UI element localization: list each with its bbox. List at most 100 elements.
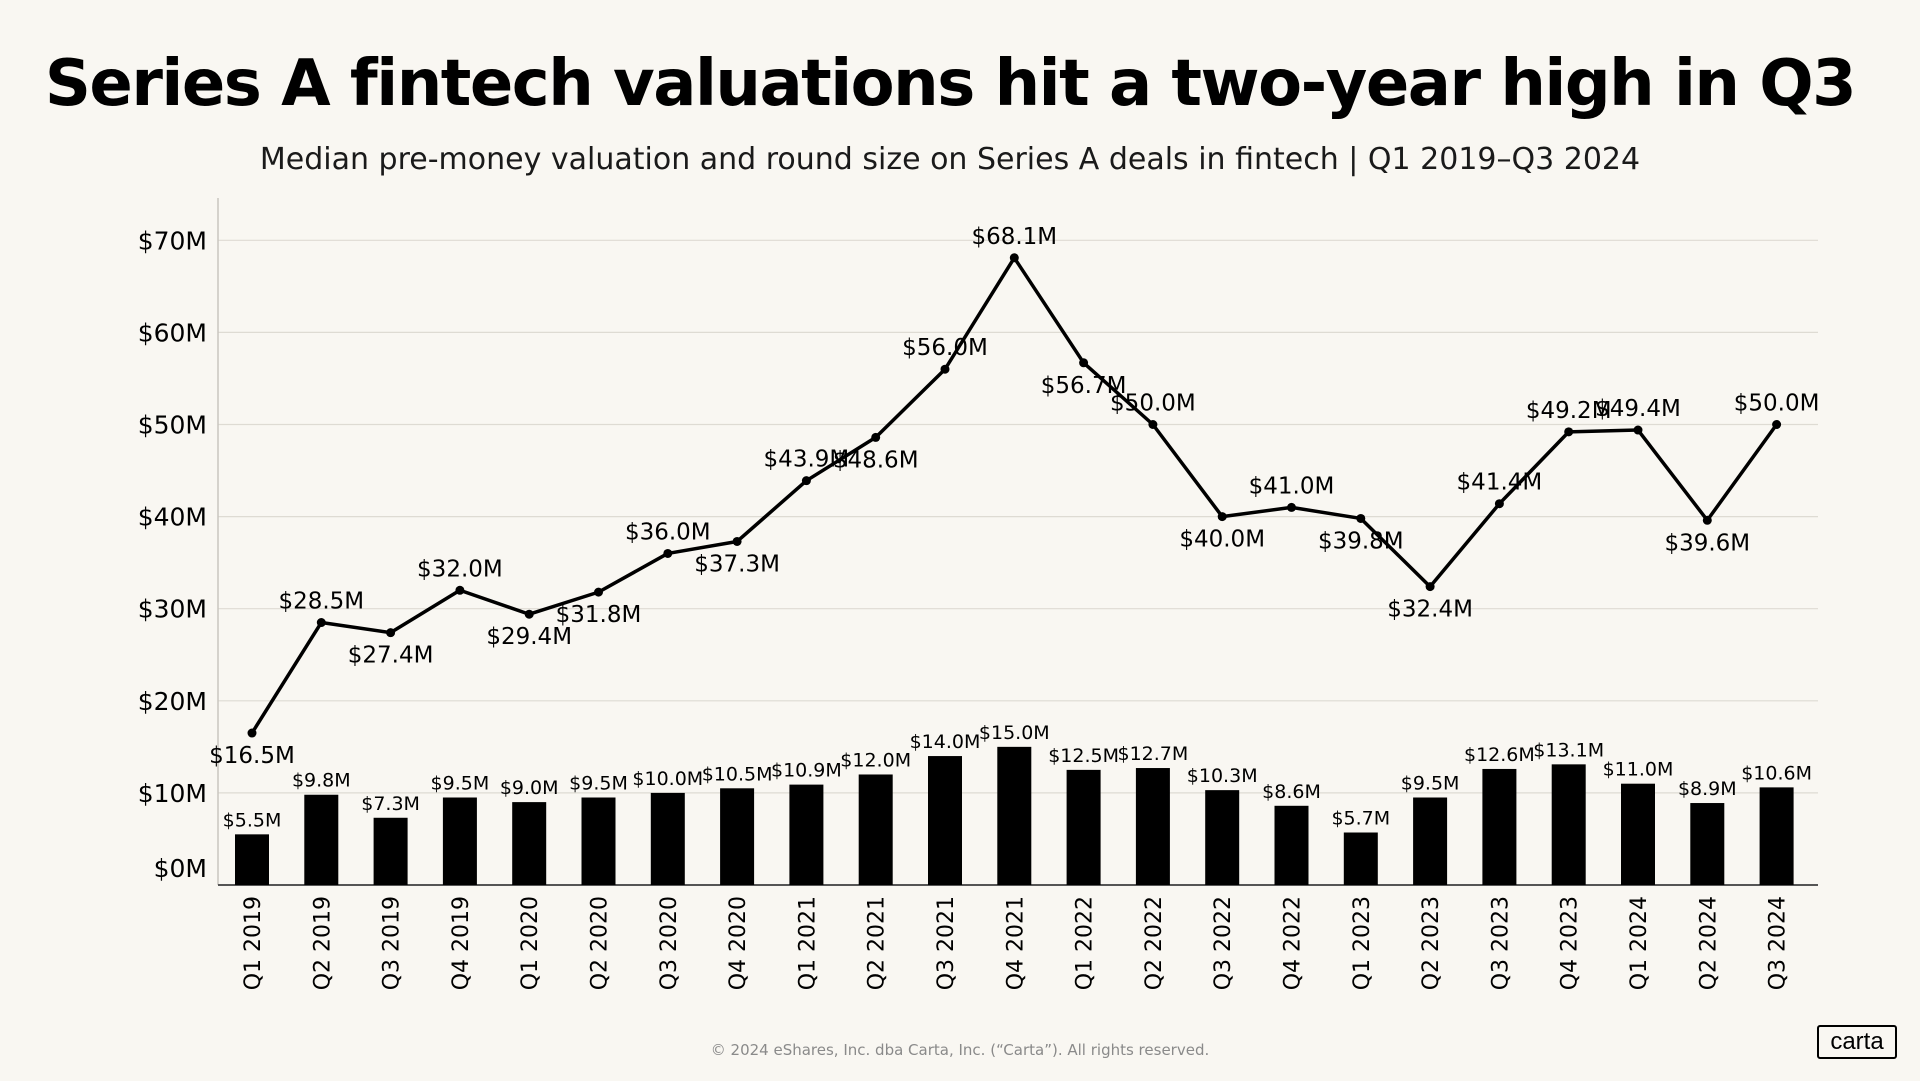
bar-value-label: $10.3M [1187,765,1258,787]
round-size-bar [581,797,616,885]
x-tick-label: Q1 2024 [1627,896,1652,990]
y-tick-label: $70M [138,226,207,255]
valuation-point [1633,425,1643,435]
valuation-point [386,628,396,638]
y-tick-label: $30M [138,595,207,624]
valuation-point [455,585,465,595]
round-size-bar [1274,805,1309,885]
data-labels: $5.5M$9.8M$7.3M$9.5M $9.0M $9.5M $10.0M$10.… [209,224,1819,832]
round-size-bars [235,746,1794,885]
round-size-bar [1621,783,1655,885]
bar-value-label: $12.5M [1048,745,1119,767]
x-tick-label: Q1 2023 [1350,896,1375,990]
round-size-bar [858,774,893,885]
bar-value-label: $9.5M [569,773,628,795]
round-size-bar [928,756,962,885]
valuation-point [1772,420,1782,429]
x-tick-label: Q2 2023 [1419,896,1444,990]
bar-value-label: $12.6M [1464,744,1535,766]
valuation-point [871,432,881,442]
valuation-value-label: $40.0M [1179,527,1265,553]
round-size-bar [1135,768,1170,885]
x-tick-label: Q4 2023 [1558,896,1583,990]
x-tick-label: Q4 2022 [1281,896,1306,990]
x-tick-label: Q2 2021 [865,896,890,990]
x-tick-label: Q3 2020 [657,896,682,990]
x-tick-label: Q3 2021 [934,896,959,990]
round-size-bar [789,784,824,885]
valuation-value-label: $41.4M [1457,470,1543,496]
x-tick-label: Q2 2020 [588,896,613,990]
bar-value-label: $11.0M [1603,759,1674,781]
chart-canvas: $0M $10M $20M $30M $40M $50M $60M $70M Q1 2019 Q2… [138,198,1819,990]
bar-value-label: $10.9M [771,760,842,782]
bar-value-label: $13.1M [1533,739,1604,761]
bar-value-label: $10.6M [1741,762,1812,784]
valuation-value-label: $29.4M [486,624,572,650]
x-tick-label: Q2 2019 [310,896,335,990]
round-size-bar [235,834,269,885]
valuation-point [316,618,326,628]
valuation-value-label: $50.0M [1110,391,1196,417]
chart-subtitle: Median pre-money valuation and round siz… [259,142,1641,177]
valuation-point [1564,427,1574,437]
y-tick-label: $40M [138,503,207,532]
round-size-bar [1759,787,1794,885]
round-size-bar [650,792,685,885]
valuation-value-label: $41.0M [1249,473,1335,499]
bar-value-label: $15.0M [979,722,1050,744]
x-tick-label: Q1 2019 [241,896,266,990]
bar-value-label: $8.9M [1678,778,1737,800]
valuation-value-label: $39.6M [1664,530,1750,556]
bar-value-label: $8.6M [1262,781,1321,803]
round-size-bar [997,746,1032,885]
valuation-value-label: $37.3M [694,551,780,577]
x-tick-label: Q2 2022 [1142,896,1167,990]
valuation-point [1425,582,1435,592]
bar-value-label: $9.8M [292,770,351,792]
valuation-value-label: $68.1M [971,224,1057,250]
valuation-value-label: $39.8M [1318,528,1404,554]
x-tick-label: Q2 2024 [1696,896,1721,990]
x-tick-label: Q4 2019 [449,896,474,990]
bar-value-label: $9.5M [1401,773,1460,795]
valuation-point [732,536,742,546]
valuation-value-label: $16.5M [209,743,295,769]
valuation-value-label: $56.0M [902,335,988,361]
round-size-bar [1551,764,1586,885]
round-size-bar [304,794,339,885]
carta-logo: carta [1817,1025,1897,1059]
copyright-footer: © 2024 eShares, Inc. dba Carta, Inc. (“C… [710,1041,1210,1059]
bar-value-label: $14.0M [910,731,981,753]
round-size-bar [1205,790,1240,885]
y-tick-label: $50M [138,411,207,440]
y-tick-label: $60M [138,318,207,347]
valuation-value-label: $31.8M [556,602,642,628]
x-tick-label: Q3 2019 [380,896,405,990]
valuation-value-label: $32.4M [1387,597,1473,623]
x-tick-label: Q3 2022 [1211,896,1236,990]
round-size-bar [1343,832,1378,885]
valuation-value-label: $36.0M [625,519,711,545]
bar-value-label: $12.7M [1118,743,1189,765]
x-tick-label: Q1 2021 [795,896,820,990]
bar-value-label: $10.5M [702,763,773,785]
y-tick-label: $0M [154,854,207,883]
valuation-point [524,609,534,619]
valuation-value-label: $27.4M [348,643,434,669]
x-tick-label: Q1 2020 [518,896,543,990]
bar-value-label: $10.0M [632,768,703,790]
bar-value-label: $12.0M [840,749,911,771]
gridlines [218,239,1818,794]
valuation-point [1287,502,1296,512]
valuation-point [594,587,603,597]
y-tick-label: $10M [138,779,207,808]
valuation-point [1217,512,1227,522]
bar-value-label: $5.5M [223,809,282,831]
bar-value-label: $7.3M [361,793,420,815]
valuation-line-path [250,256,1779,734]
chart-title: Series A fintech valuations hit a two-ye… [44,47,1857,121]
x-tick-label: Q1 2022 [1073,896,1098,990]
valuation-value-label: $49.2M [1526,398,1612,424]
valuation-point [1079,358,1089,368]
